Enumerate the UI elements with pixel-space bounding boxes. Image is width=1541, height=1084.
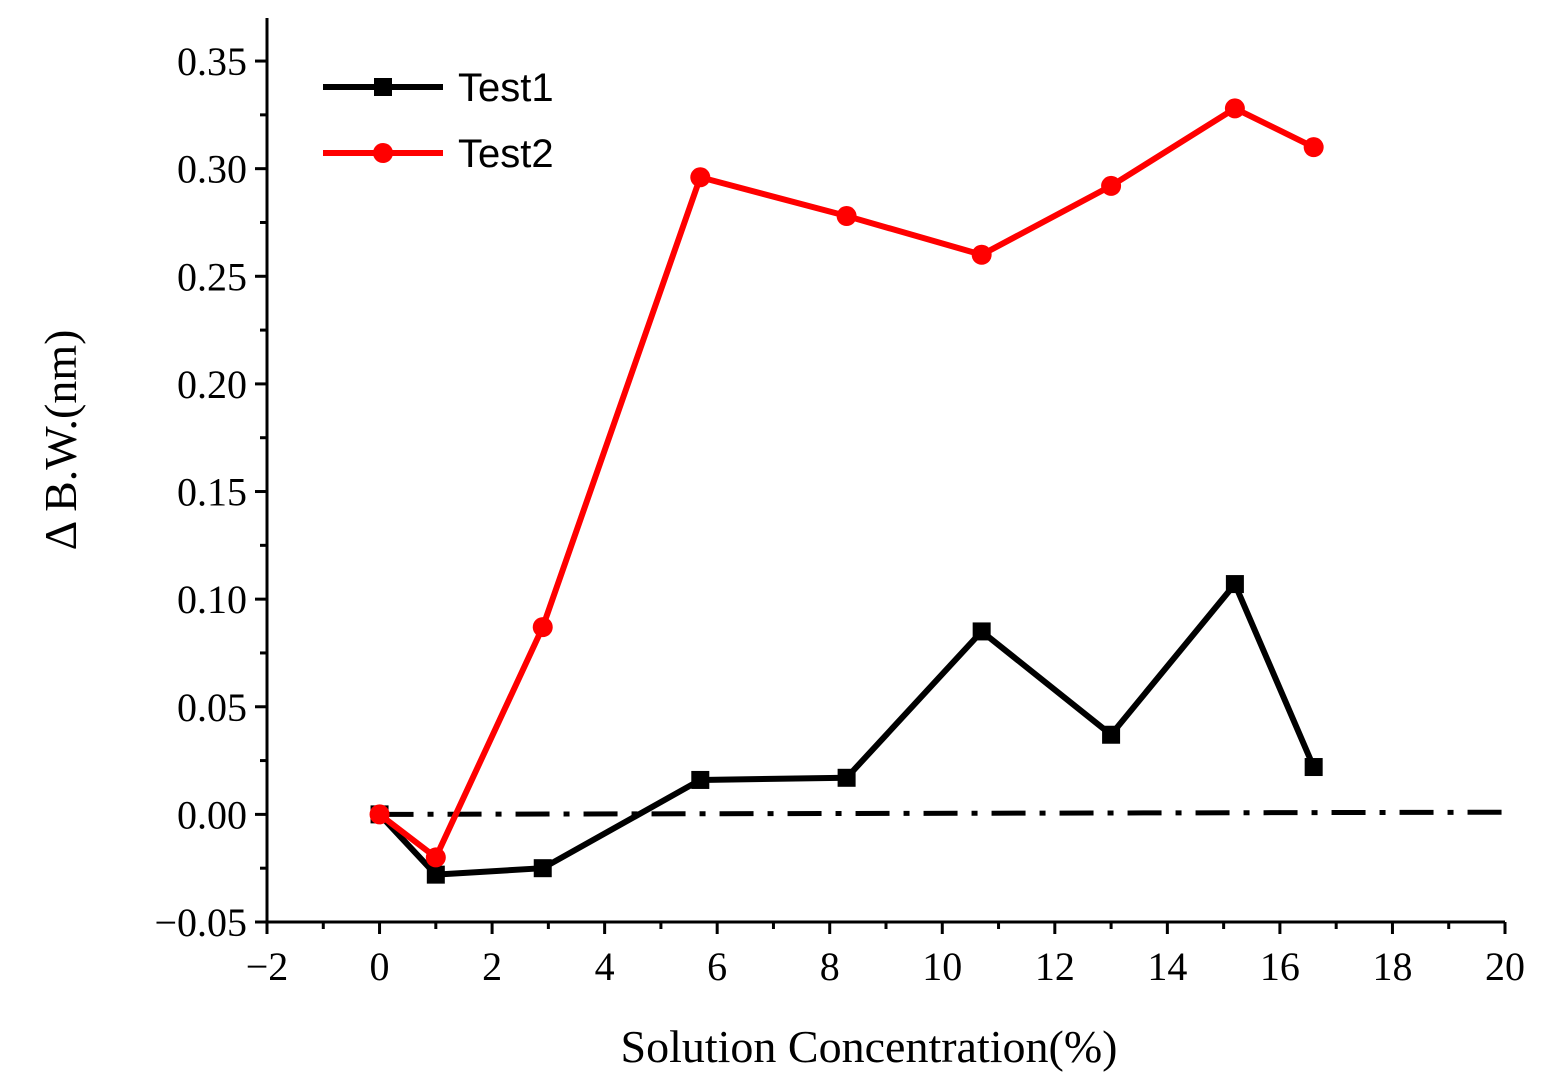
x-tick-label: 14 bbox=[1147, 944, 1187, 989]
data-point-test1 bbox=[1102, 725, 1121, 744]
x-tick-label: 18 bbox=[1372, 944, 1412, 989]
data-point-test1 bbox=[837, 768, 856, 787]
data-point-test1 bbox=[1225, 575, 1244, 594]
data-point-test2 bbox=[1224, 98, 1245, 119]
data-point-test1 bbox=[426, 865, 445, 884]
x-tick-label: −2 bbox=[246, 944, 289, 989]
y-axis-title: Δ B.W.(nm) bbox=[35, 330, 86, 551]
y-tick-label: 0.25 bbox=[177, 254, 247, 299]
plot-area: −2 0 2 4 6 8 10 12 14 16 18 20 −0.05 0.00 0.05 0.10 0.15… bbox=[154, 18, 1525, 989]
x-tick-label: 4 bbox=[595, 944, 615, 989]
x-tick-label: 12 bbox=[1035, 944, 1075, 989]
data-point-test2 bbox=[425, 847, 446, 868]
x-axis-title: Solution Concentration(%) bbox=[621, 1021, 1118, 1072]
data-point-test2 bbox=[369, 804, 390, 825]
series-line-test1 bbox=[377, 581, 1317, 878]
data-point-test2 bbox=[1101, 175, 1122, 196]
x-tick-label: 2 bbox=[482, 944, 502, 989]
data-point-test1 bbox=[533, 859, 552, 878]
data-point-test1 bbox=[972, 622, 991, 641]
y-tick-label: 0.05 bbox=[177, 685, 247, 730]
legend-label-test2: Test2 bbox=[458, 132, 554, 176]
data-point-test2 bbox=[690, 167, 711, 188]
y-tick-label: 0.10 bbox=[177, 577, 247, 622]
x-tick-label: 16 bbox=[1260, 944, 1300, 989]
legend-label-test1: Test1 bbox=[458, 66, 554, 110]
y-tick-label: 0.30 bbox=[177, 147, 247, 192]
data-point-test2 bbox=[532, 617, 553, 638]
y-tick-label: 0.15 bbox=[177, 470, 247, 515]
data-point-test2 bbox=[1303, 137, 1324, 158]
data-point-test2 bbox=[971, 244, 992, 265]
x-tick-label: 10 bbox=[922, 944, 962, 989]
zero-reference-line bbox=[379, 809, 1506, 817]
y-tick-label: 0.00 bbox=[177, 792, 247, 837]
x-tick-label: 20 bbox=[1485, 944, 1525, 989]
x-tick-label: 6 bbox=[707, 944, 727, 989]
data-point-test2 bbox=[836, 206, 857, 227]
data-point-test1 bbox=[1304, 758, 1323, 777]
data-point-test1 bbox=[691, 770, 710, 789]
legend-marker-test1 bbox=[374, 78, 392, 96]
legend-marker-test2 bbox=[373, 143, 393, 163]
y-tick-label: −0.05 bbox=[154, 900, 247, 945]
y-tick-label: 0.20 bbox=[177, 362, 247, 407]
x-tick-label: 0 bbox=[370, 944, 390, 989]
x-tick-label: 8 bbox=[820, 944, 840, 989]
y-tick-label: 0.35 bbox=[177, 39, 247, 84]
